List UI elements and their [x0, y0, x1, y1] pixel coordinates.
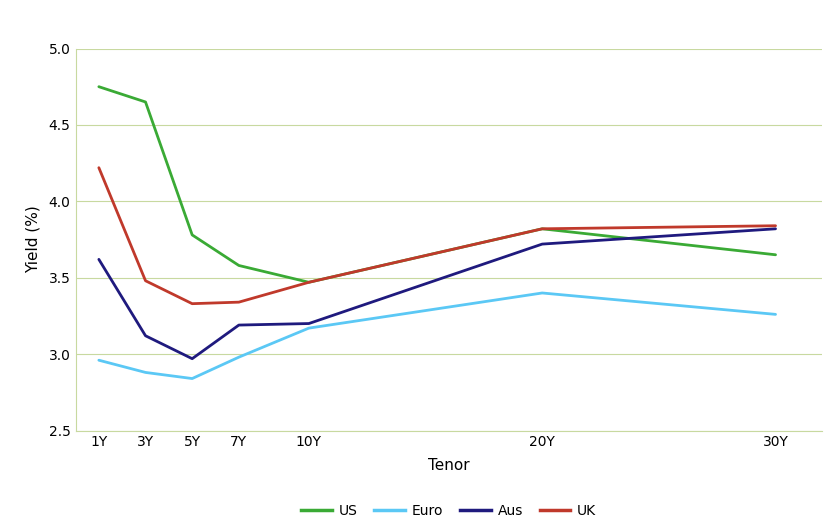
US: [94, 83, 104, 90]
Aus: [234, 322, 244, 328]
Line: US: US: [99, 87, 775, 282]
UK: [537, 226, 547, 232]
UK: [94, 164, 104, 171]
UK: [187, 300, 197, 307]
UK: [770, 223, 780, 229]
UK: [304, 279, 314, 286]
US: [537, 226, 547, 232]
Line: Euro: Euro: [99, 293, 775, 379]
Euro: [140, 369, 150, 375]
UK: [234, 299, 244, 306]
US: [234, 262, 244, 269]
Euro: [770, 311, 780, 318]
Legend: US, Euro, Aus, UK: US, Euro, Aus, UK: [296, 499, 602, 523]
Euro: [94, 357, 104, 363]
Line: Aus: Aus: [99, 229, 775, 359]
Aus: [770, 226, 780, 232]
Aus: [537, 241, 547, 247]
US: [304, 279, 314, 286]
US: [140, 99, 150, 105]
Text: Sovereign Yield Curves (as at 31 March 2023): Sovereign Yield Curves (as at 31 March 2…: [10, 10, 472, 28]
Aus: [140, 333, 150, 339]
X-axis label: Tenor: Tenor: [428, 458, 470, 472]
Euro: [304, 325, 314, 331]
US: [187, 232, 197, 238]
Euro: [537, 290, 547, 296]
US: [770, 251, 780, 258]
Euro: [234, 354, 244, 360]
UK: [140, 278, 150, 284]
Aus: [187, 355, 197, 362]
Euro: [187, 375, 197, 382]
Y-axis label: Yield (%): Yield (%): [25, 206, 40, 274]
Line: UK: UK: [99, 167, 775, 303]
Aus: [304, 320, 314, 327]
Aus: [94, 256, 104, 262]
